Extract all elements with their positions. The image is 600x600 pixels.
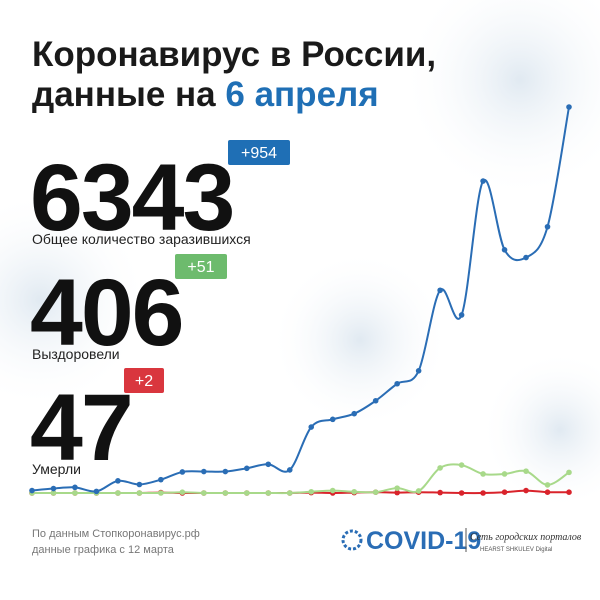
data-point <box>136 490 143 496</box>
data-point <box>372 489 379 495</box>
data-point <box>523 487 529 494</box>
data-point <box>50 485 57 492</box>
logo-text: COVID-19 <box>366 527 481 555</box>
data-point <box>179 469 186 475</box>
data-point <box>437 465 443 471</box>
title: данные на <box>32 75 216 114</box>
data-point <box>286 490 293 496</box>
chart <box>29 104 572 496</box>
data-point <box>72 490 78 496</box>
data-point <box>544 223 551 230</box>
data-point <box>308 488 315 495</box>
data-point <box>566 104 572 110</box>
data-point <box>265 461 272 468</box>
change-badge <box>175 254 227 279</box>
stat-value: 47 <box>30 375 132 481</box>
stat-value: 406 <box>30 260 183 366</box>
data-point <box>523 254 529 261</box>
data-point <box>329 487 336 494</box>
data-point <box>308 424 315 430</box>
data-point <box>115 478 121 484</box>
data-point <box>329 416 336 423</box>
network: Сеть городских порталов <box>470 532 582 543</box>
data-point <box>394 485 400 491</box>
data-point <box>566 489 572 495</box>
data-point <box>265 490 272 496</box>
data-point <box>244 490 250 496</box>
source: По данным Стопкоронавирус.рф <box>32 528 200 540</box>
background <box>0 0 600 510</box>
data-point <box>93 488 100 495</box>
data-point <box>501 489 508 495</box>
data-point <box>72 484 78 491</box>
data-point <box>458 490 465 496</box>
stat-value: 6343 <box>30 145 233 251</box>
data-point <box>158 476 164 483</box>
data-point <box>394 380 400 387</box>
stats: 6343 +954 Общее количество заразившихся 406… <box>30 140 290 481</box>
data-point <box>437 489 443 496</box>
data-point <box>244 465 250 472</box>
title: Коронавирус в России, <box>32 35 436 74</box>
change-text: +51 <box>187 259 214 276</box>
source-note: данные графика с 12 марта <box>32 544 175 556</box>
data-point <box>29 487 35 494</box>
data-point <box>480 471 486 477</box>
logo: COVID-19 Сеть городских порталов HEARST … <box>341 527 582 555</box>
title-date: 6 апреля <box>225 75 378 114</box>
data-point <box>179 489 186 495</box>
change-text: +954 <box>241 145 277 162</box>
data-point <box>394 489 400 496</box>
data-point <box>222 490 229 496</box>
data-point <box>437 287 443 294</box>
data-point <box>372 397 379 404</box>
data-point <box>501 247 508 253</box>
data-point <box>458 462 465 468</box>
data-point <box>115 490 121 496</box>
data-point <box>415 368 422 374</box>
data-point <box>201 468 207 475</box>
data-point <box>544 482 551 488</box>
data-point <box>222 468 229 475</box>
data-point <box>201 490 207 496</box>
change-text: +2 <box>135 373 153 390</box>
data-point <box>523 468 529 474</box>
data-point <box>480 490 486 496</box>
data-point <box>501 471 508 477</box>
data-point <box>50 490 57 496</box>
title: данные на 6 апреля <box>32 75 379 114</box>
data-point <box>136 481 143 488</box>
data-point <box>415 488 422 494</box>
stat-label: Общее количество заразившихся <box>32 231 251 247</box>
data-point <box>480 178 486 184</box>
stat-label: Умерли <box>32 461 81 477</box>
data-point <box>351 410 358 417</box>
stat-label: Выздоровели <box>32 346 120 362</box>
change-badge <box>228 140 290 165</box>
data-point <box>158 490 164 496</box>
change-badge <box>124 368 164 393</box>
data-point <box>544 489 551 495</box>
data-point <box>286 467 293 473</box>
data-point <box>351 488 358 495</box>
data-point <box>566 469 572 476</box>
data-point <box>458 312 465 318</box>
publisher: HEARST SHKULEV Digital <box>480 547 552 553</box>
